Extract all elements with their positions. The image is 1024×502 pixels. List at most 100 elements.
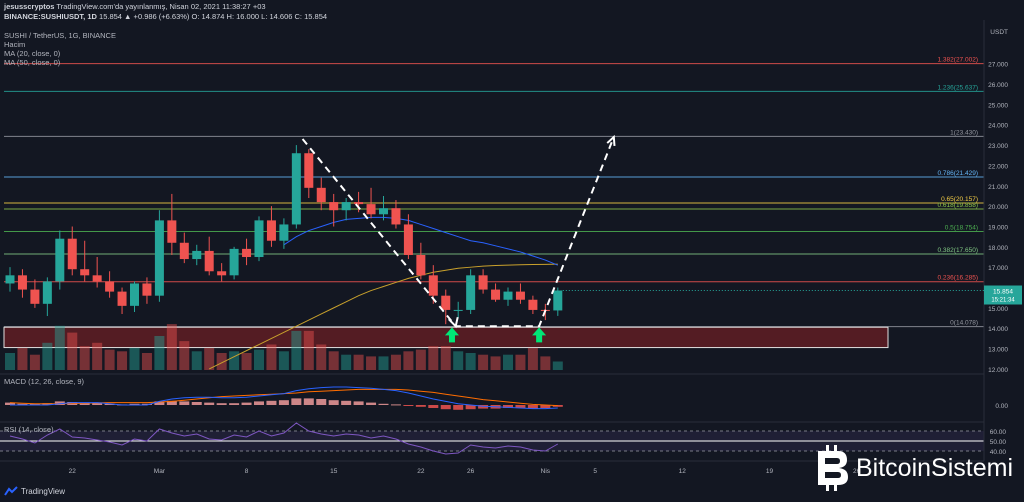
macd-zero-label: 0.00 [995,403,1008,410]
macd-histogram-bar [465,405,476,410]
macd-histogram-bar [440,405,451,410]
fib-label: 0.786(21.429) [938,170,978,177]
macd-histogram-bar [278,400,289,405]
candle-body [117,291,127,306]
candle-body [304,153,314,188]
price-tick-label: 26.000 [988,82,1008,89]
candle-body [80,269,90,276]
volume-bar [316,344,327,370]
support-zone-rect [3,326,889,349]
candle-body [316,187,326,203]
volume-bar [79,346,90,370]
candle-body [391,208,401,225]
candle-body [254,220,264,258]
macd-legend[interactable]: MACD (12, 26, close, 9) [4,377,85,386]
projection-arrowhead [606,134,616,147]
macd-histogram-bar [390,404,401,406]
time-tick-label: 15 [330,468,338,475]
candle-countdown-label: 15:21:34 [991,298,1015,304]
volume-bar [204,347,215,370]
macd-histogram-bar [316,399,327,405]
candle-body [167,220,177,243]
volume-legend[interactable]: Hacim [4,40,26,49]
fib-label: 0.65(20.157) [941,196,978,203]
fib-label: 0.5(18.754) [945,224,978,231]
volume-bar [403,351,414,370]
candle-body [503,291,513,300]
macd-line [10,386,558,410]
volume-bar [527,347,538,370]
macd-histogram-bar [79,402,90,405]
tradingview-logo[interactable]: TradingView [4,486,65,496]
time-tick-label: 8 [245,468,249,475]
candle-body [428,275,438,296]
ma50-line [208,263,558,370]
candle-body [366,204,376,215]
macd-histogram-bar [366,402,377,405]
candle-body [466,275,476,310]
macd-histogram-bar [179,401,190,405]
ma20-legend[interactable]: MA (20, close, 0) [4,49,61,58]
volume-bar [241,353,252,370]
macd-histogram-bar [303,398,314,405]
candle-body [416,254,426,276]
candle-body [142,283,152,296]
current-price-label: 15.854 [993,289,1013,296]
ma20-line [283,216,558,266]
macd-histogram-bar [5,402,15,405]
volume-bar [17,347,28,370]
rsi-axis-label: 40.00 [990,449,1007,456]
volume-bar [291,330,302,370]
macd-histogram-bar [129,403,140,405]
volume-bar [29,354,40,370]
volume-bar [229,351,240,370]
volume-bar [503,354,513,370]
macd-histogram-bar [216,403,227,405]
candle-body [204,250,214,272]
projection-turn-marker [448,316,459,329]
candle-body [55,238,65,282]
rsi-legend[interactable]: RSI (14, close) [4,425,54,434]
macd-pane: 0.00 [0,373,1008,410]
volume-bar [179,341,190,370]
candle-body [403,224,413,255]
volume-bar [254,349,264,370]
time-tick-label: Mar [154,468,166,475]
candle-body [515,291,525,300]
ohlc-values: 15.854 ▲ +0.986 (+6.63%) O: 14.874 H: 16… [99,12,328,21]
volume-bar [67,332,78,370]
candle-body [354,202,364,205]
candle-body [217,271,227,276]
volume-bar [216,353,227,370]
macd-histogram-bar [415,405,426,407]
candle-body [266,220,276,241]
volume-bar [440,346,451,370]
macd-histogram-bar [353,401,364,405]
volume-bar [540,356,551,370]
tradingview-icon [4,486,18,496]
macd-histogram-bar [154,401,165,405]
macd-histogram-bar [229,403,240,405]
rsi-line [9,422,559,455]
macd-histogram-bar [92,403,103,405]
fib-label: 0.382(17.650) [938,247,978,254]
current-price-badge [984,285,1022,305]
volume-bar [129,347,140,370]
macd-histogram-bar [166,400,177,405]
candle-body [528,299,538,310]
chart-title: SUSHI / TetherUS, 1G, BINANCE [4,31,116,40]
volume-bar [378,356,389,370]
ma50-legend[interactable]: MA (50, close, 0) [4,58,61,67]
candle-body [491,289,501,300]
volume-bar [191,351,202,370]
price-tick-label: 17.000 [988,265,1008,272]
rsi-pane: 60.00 50.00 40.00 [0,421,1007,456]
volume-bar [104,349,115,370]
projection-path [301,134,616,343]
candle-body [105,281,115,292]
macd-histogram-bar [141,403,152,405]
candle-body [5,275,15,284]
volume-bar [54,325,65,370]
time-tick-label: 22 [417,468,425,475]
